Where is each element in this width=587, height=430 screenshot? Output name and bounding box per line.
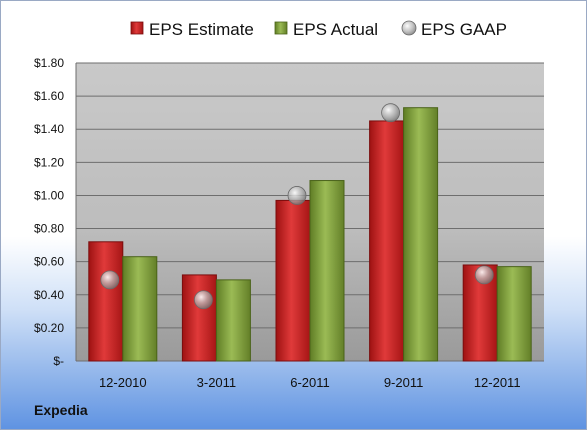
y-tick-label: $0.60 [34,255,64,269]
eps-gaap-legend-swatch [401,20,417,36]
company-name: Expedia [34,402,88,418]
eps-gaap-marker [474,265,494,285]
y-tick-label: $1.00 [34,188,64,202]
eps-gaap-legend-label: EPS GAAP [421,20,507,39]
eps-estimate-bar [369,120,405,362]
eps-estimate-legend-label: EPS Estimate [149,20,254,39]
x-tick-label: 3-2011 [197,375,237,390]
eps-gaap-marker [287,186,307,205]
eps-actual-legend-label: EPS Actual [293,20,378,39]
y-tick-label: $1.20 [34,155,64,169]
y-tick-label: $1.80 [34,56,64,70]
eps-estimate-bar [181,274,217,362]
x-tick-label: 12-2010 [99,375,147,390]
y-tick-label: $1.60 [34,89,64,103]
eps-actual-legend-swatch [274,21,288,35]
eps-estimate-bar [275,199,311,362]
eps-gaap-marker [193,290,213,310]
x-tick-label: 12-2011 [474,375,521,390]
eps-actual-bar [403,107,439,362]
y-tick-label: $- [53,354,64,368]
x-tick-label: 9-2011 [384,375,424,390]
y-tick-label: $0.80 [34,222,64,236]
eps-actual-bar [496,266,532,362]
eps-actual-bar [122,256,158,362]
eps-actual-bar [215,279,251,362]
eps-estimate-legend-swatch [130,21,144,35]
y-tick-label: $1.40 [34,122,64,136]
y-tick-label: $0.20 [34,321,64,335]
y-tick-label: $0.40 [34,288,64,302]
x-tick-label: 6-2011 [290,375,330,390]
eps-estimate-bar [88,241,124,362]
eps-gaap-marker [381,103,401,123]
eps-gaap-marker [100,270,120,290]
eps-actual-bar [309,180,345,362]
